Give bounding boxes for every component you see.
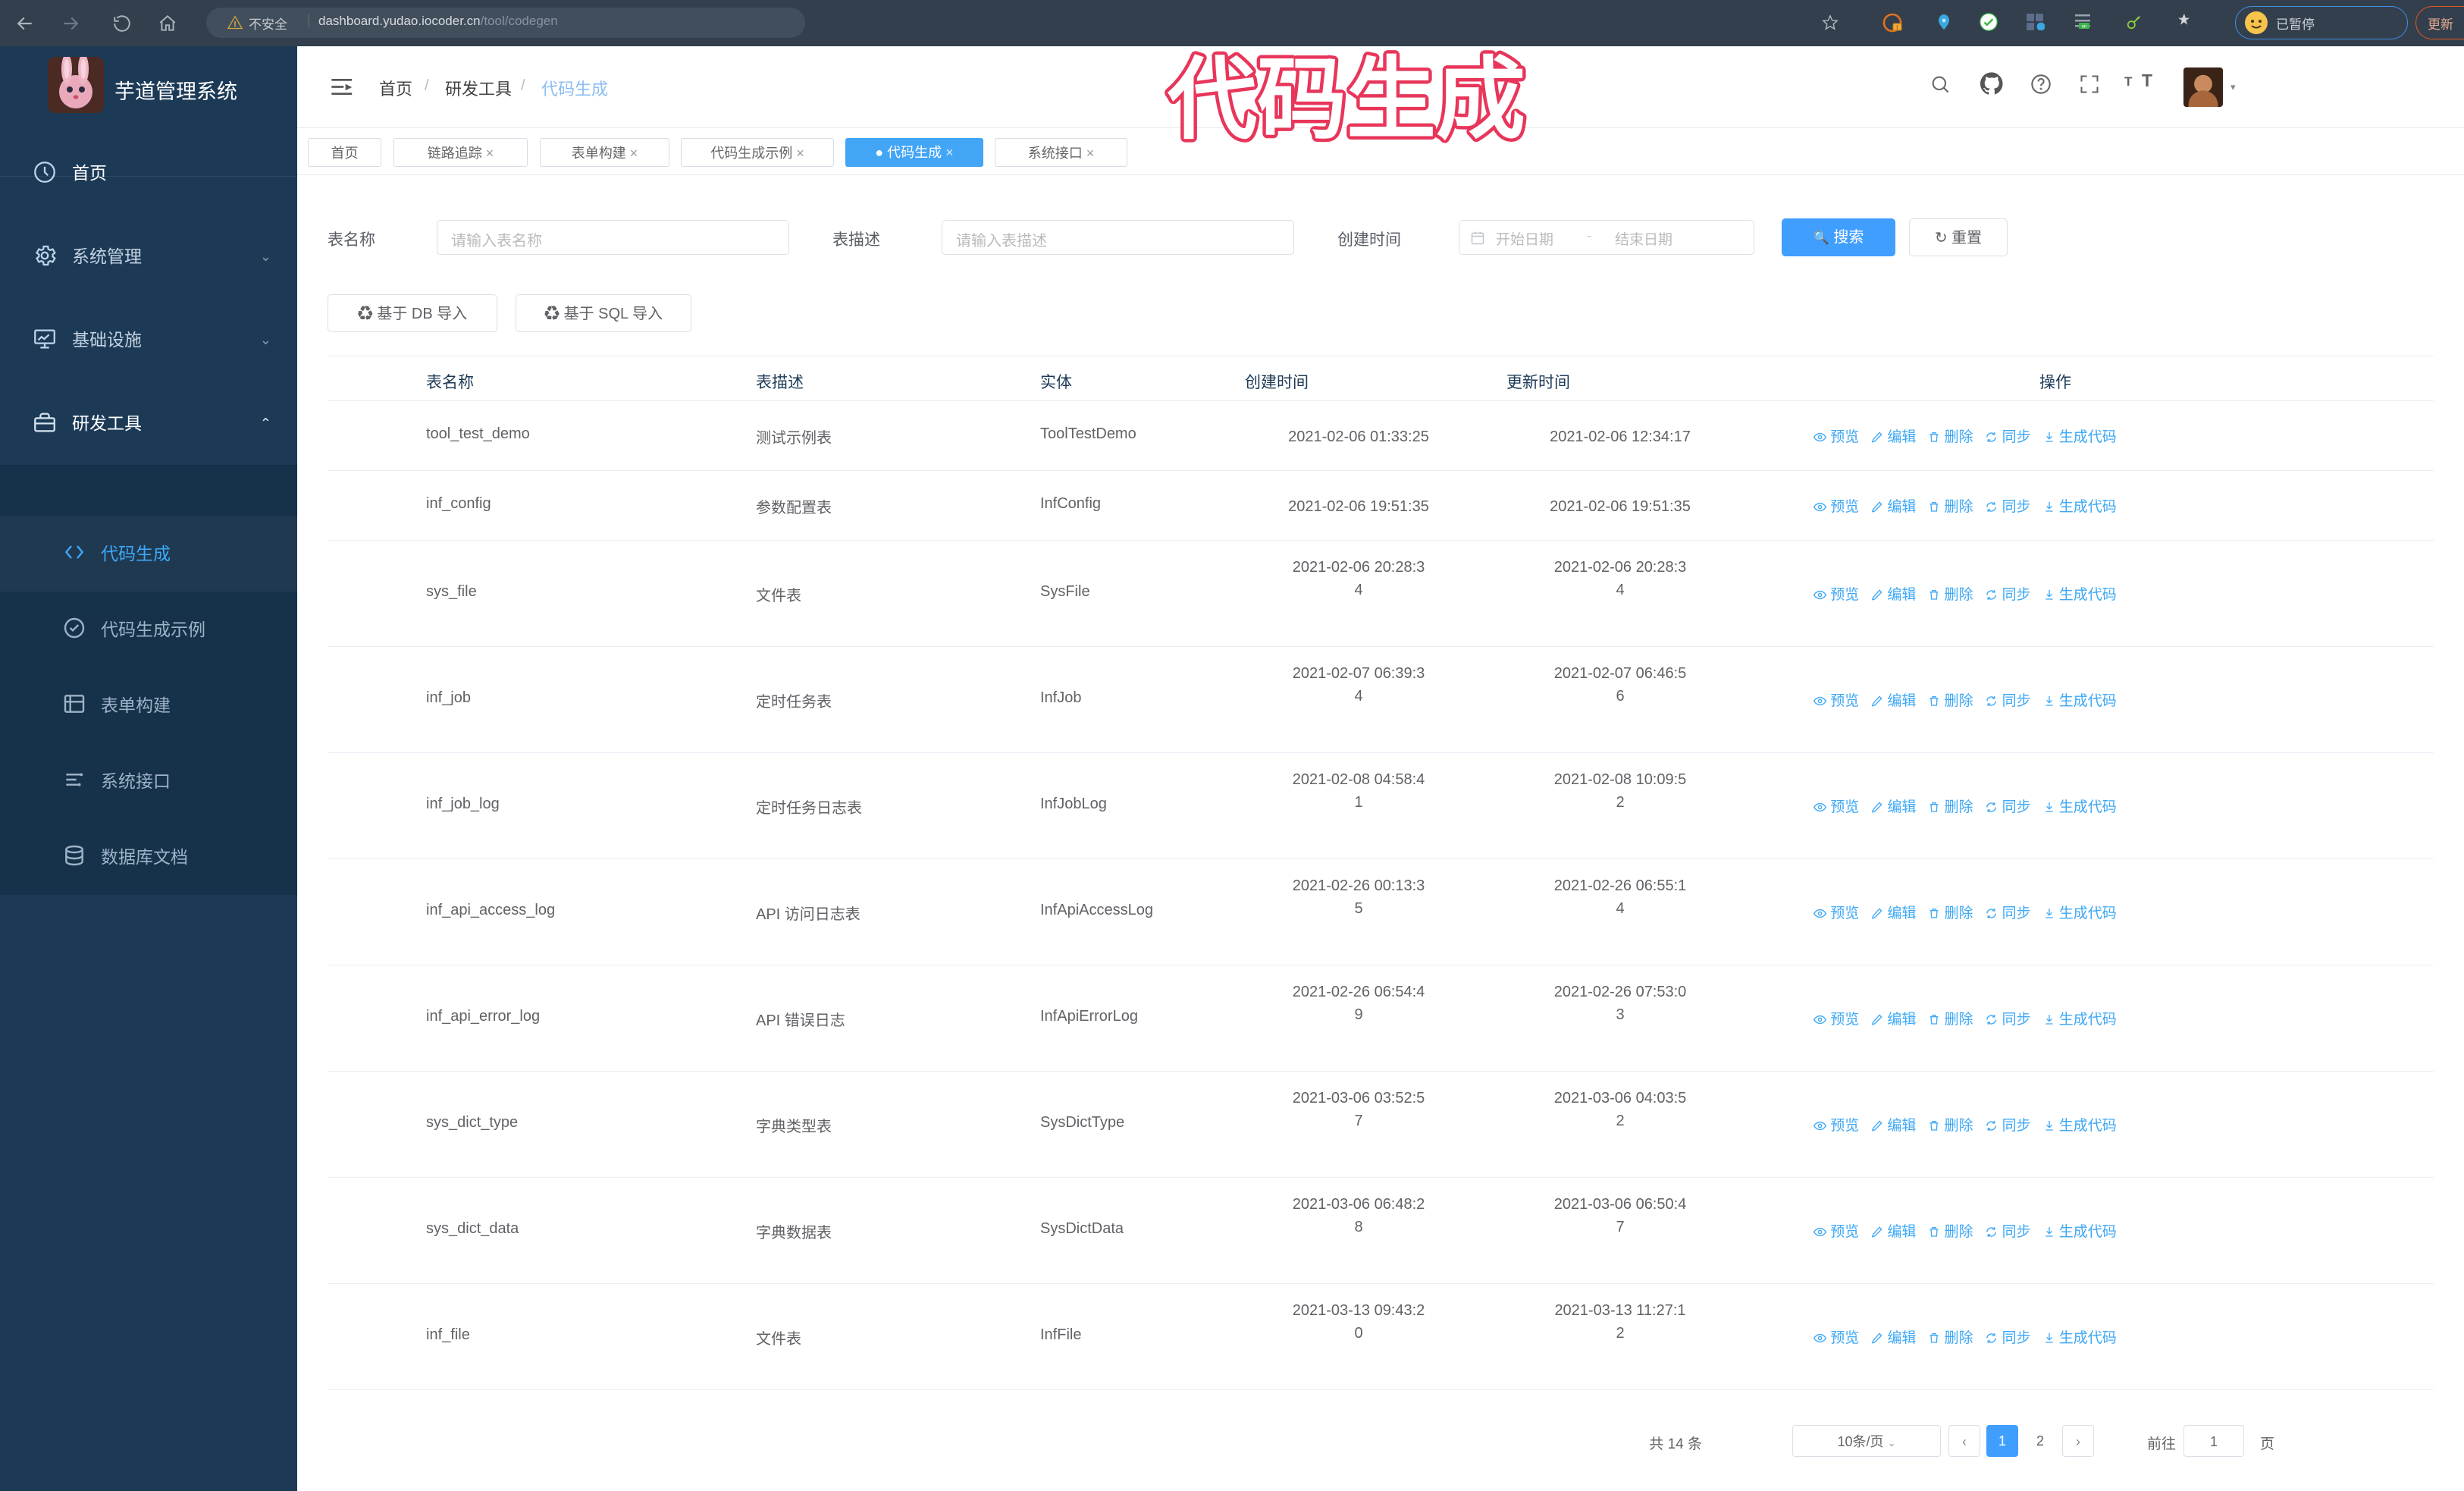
- svg-text:1: 1: [1896, 26, 1899, 31]
- svg-text:on: on: [2082, 25, 2087, 30]
- svg-text:!: !: [234, 20, 237, 28]
